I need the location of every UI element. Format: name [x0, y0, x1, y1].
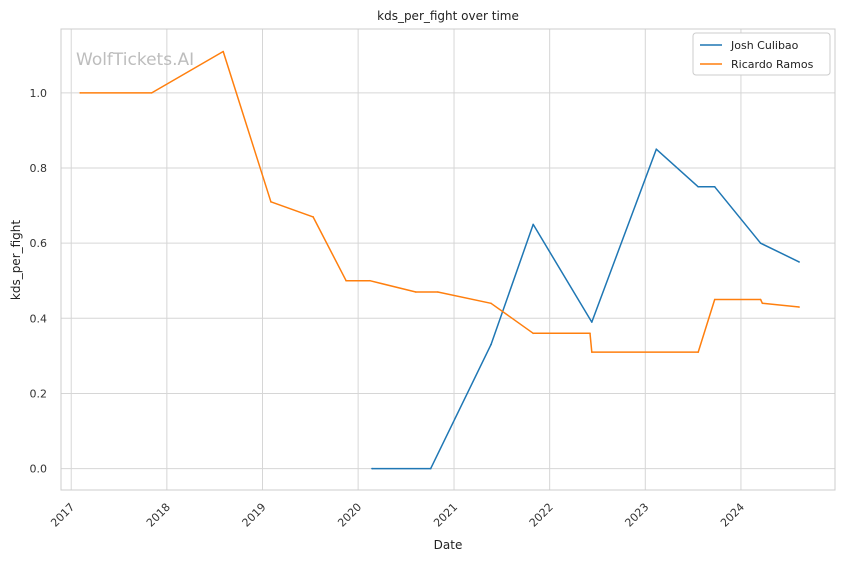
y-tick-label: 0.2: [30, 387, 48, 400]
data-point-ricardo-ramos: [798, 306, 800, 308]
data-point-ricardo-ramos: [591, 351, 593, 353]
data-point-ricardo-ramos: [713, 298, 716, 301]
data-point-josh-culibao: [532, 223, 534, 226]
series-line-ricardo-ramos: [80, 50, 800, 353]
data-point-ricardo-ramos: [270, 201, 272, 203]
legend: Josh Culibao Ricardo Ramos: [692, 32, 831, 76]
data-point-josh-culibao: [591, 321, 593, 323]
data-point-ricardo-ramos: [532, 332, 534, 335]
y-tick-label: 1.0: [30, 87, 48, 100]
data-point-josh-culibao: [697, 185, 700, 188]
y-tick-label: 0.4: [30, 312, 48, 325]
y-axis-title: kds_per_fight: [9, 220, 23, 301]
data-point-josh-culibao: [759, 242, 762, 244]
data-point-ricardo-ramos: [414, 291, 417, 293]
legend-label-ricardo-ramos: Ricardo Ramos: [731, 58, 814, 71]
y-tick-label: 0.0: [30, 463, 48, 476]
legend-box: [692, 32, 831, 76]
data-point-josh-culibao: [713, 185, 716, 188]
series-line-josh-culibao: [372, 148, 800, 470]
y-tick-label: 0.6: [30, 237, 48, 250]
data-point-ricardo-ramos: [759, 298, 762, 301]
data-point-ricardo-ramos: [150, 92, 153, 94]
data-point-josh-culibao: [798, 261, 800, 263]
data-point-josh-culibao: [429, 467, 432, 470]
data-point-ricardo-ramos: [345, 279, 347, 282]
data-point-ricardo-ramos: [589, 332, 591, 335]
grid-layer: [61, 29, 835, 490]
data-point-ricardo-ramos: [697, 351, 700, 353]
data-point-ricardo-ramos: [436, 291, 439, 293]
series-layer: [79, 50, 800, 470]
chart-title: kds_per_fight over time: [377, 9, 519, 23]
data-point-ricardo-ramos: [312, 216, 314, 218]
data-point-ricardo-ramos: [761, 302, 764, 305]
plot-frame: [60, 28, 836, 491]
x-axis-title: Date: [434, 538, 463, 552]
data-point-ricardo-ramos: [222, 50, 224, 53]
y-tick-label: 0.8: [30, 162, 48, 175]
legend-label-josh-culibao: Josh Culibao: [730, 39, 799, 52]
data-point-josh-culibao: [655, 148, 658, 151]
data-point-ricardo-ramos: [79, 92, 81, 94]
data-point-ricardo-ramos: [490, 302, 492, 305]
data-point-josh-culibao: [490, 343, 492, 346]
data-point-ricardo-ramos: [369, 279, 371, 282]
data-point-josh-culibao: [371, 467, 373, 470]
watermark: WolfTickets.AI: [76, 50, 194, 70]
